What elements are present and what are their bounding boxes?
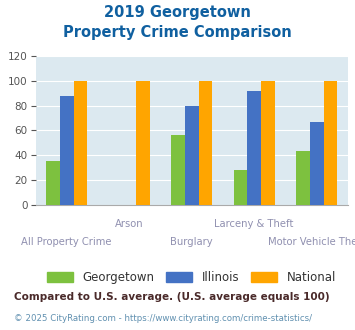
Bar [73, 81, 87, 205]
Text: Larceny & Theft: Larceny & Theft [214, 219, 294, 229]
Bar [46, 161, 60, 205]
Text: Compared to U.S. average. (U.S. average equals 100): Compared to U.S. average. (U.S. average … [14, 292, 330, 302]
Bar [296, 151, 310, 205]
Text: Property Crime Comparison: Property Crime Comparison [63, 25, 292, 40]
Text: © 2025 CityRating.com - https://www.cityrating.com/crime-statistics/: © 2025 CityRating.com - https://www.city… [14, 314, 312, 323]
Text: 2019 Georgetown: 2019 Georgetown [104, 5, 251, 20]
Bar [198, 81, 212, 205]
Bar [261, 81, 275, 205]
Text: All Property Crime: All Property Crime [22, 237, 112, 247]
Legend: Georgetown, Illinois, National: Georgetown, Illinois, National [44, 268, 340, 288]
Bar [247, 91, 261, 205]
Bar [136, 81, 150, 205]
Text: Motor Vehicle Theft: Motor Vehicle Theft [268, 237, 355, 247]
Bar [234, 170, 247, 205]
Bar [185, 106, 198, 205]
Bar [323, 81, 337, 205]
Bar [310, 122, 323, 205]
Text: Burglary: Burglary [170, 237, 213, 247]
Text: Arson: Arson [115, 219, 143, 229]
Bar [171, 135, 185, 205]
Bar [60, 96, 73, 205]
